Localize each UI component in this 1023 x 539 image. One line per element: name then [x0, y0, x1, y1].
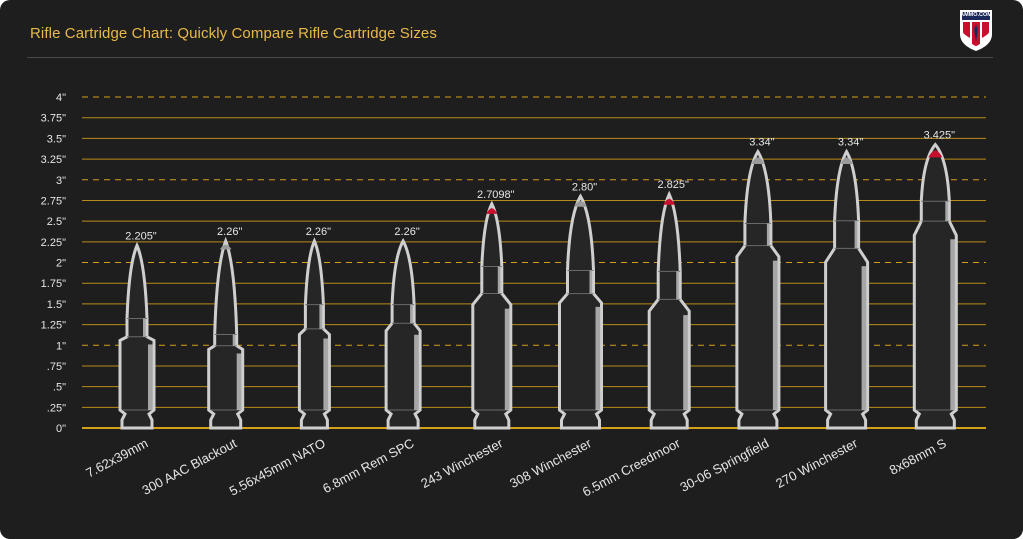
cartridge-outline: [912, 142, 958, 430]
cartridge-outline: [735, 148, 781, 430]
cartridge: [824, 148, 870, 430]
neck-highlight: [589, 270, 593, 294]
bullet-tip: [928, 150, 943, 158]
neck-highlight: [854, 220, 858, 249]
cartridge: [297, 237, 331, 430]
neck-highlight: [766, 223, 770, 246]
case-highlight: [236, 353, 242, 410]
case-highlight: [950, 239, 956, 410]
cartridge-outline: [297, 237, 331, 430]
category-label: 8x68mm S: [887, 435, 949, 478]
cartridge-outline: [558, 193, 603, 430]
value-label: 3.425": [924, 130, 956, 142]
category-label: 243 Winchester: [418, 435, 505, 491]
case-highlight: [323, 338, 329, 410]
bullet-tip: [840, 157, 853, 165]
neck-highlight: [945, 201, 949, 222]
neck-highlight: [232, 334, 236, 346]
case-highlight: [504, 308, 510, 410]
y-tick-label: 2": [56, 258, 66, 270]
bullet-tip: [751, 157, 765, 165]
value-label: 2.205": [125, 231, 157, 243]
value-label: 2.7098": [477, 189, 515, 201]
bullet-tip: [219, 244, 232, 250]
value-label: 2.26": [217, 226, 242, 238]
y-tick-label: 1.25": [41, 320, 66, 332]
bullet-tip: [486, 208, 498, 214]
y-tick-label: .5": [53, 382, 66, 394]
neck-highlight: [410, 304, 414, 324]
cartridge: [735, 148, 781, 430]
y-tick-label: 3.75": [41, 113, 66, 125]
value-label: 2.26": [394, 226, 419, 238]
cartridge: [558, 193, 603, 430]
bullet-tip: [573, 201, 588, 207]
category-label: 270 Winchester: [773, 435, 860, 491]
case-highlight: [595, 306, 601, 410]
y-tick-label: 2.75": [41, 195, 66, 207]
cartridge: [647, 190, 691, 430]
y-tick-label: 1.5": [47, 299, 66, 311]
cartridge-outline: [824, 148, 870, 430]
category-label: 300 AAC Blackout: [140, 435, 240, 498]
category-label: 6.8mm Rem SPC: [320, 435, 416, 496]
category-label: 30-06 Springfield: [677, 435, 771, 494]
case-highlight: [772, 260, 778, 410]
cartridge: [912, 142, 958, 430]
value-label: 3.34": [749, 137, 774, 149]
neck-highlight: [676, 271, 680, 300]
case-highlight: [861, 266, 867, 410]
y-tick-label: 4": [56, 92, 66, 104]
cartridge-outline: [647, 190, 691, 430]
y-tick-label: .25": [47, 402, 66, 414]
cartridge: [118, 241, 156, 430]
value-label: 2.26": [306, 226, 331, 238]
case-highlight: [148, 344, 153, 410]
neck-highlight: [319, 304, 323, 329]
case-highlight: [414, 334, 420, 410]
shield-icon: [960, 10, 992, 51]
ammo-logo: AMMO.COM: [958, 8, 994, 52]
category-label: 6.5mm Creedmoor: [580, 435, 683, 499]
cartridge-outline: [471, 200, 513, 430]
y-tick-label: 1": [56, 340, 66, 352]
category-label: 308 Winchester: [507, 435, 594, 491]
bullet-tip: [663, 198, 676, 205]
title-divider: [27, 57, 993, 58]
value-label: 2.80": [572, 181, 597, 193]
neck-highlight: [497, 266, 501, 294]
y-tick-label: 3": [56, 175, 66, 187]
y-tick-label: 2.5": [47, 216, 66, 228]
y-tick-label: 3.5": [47, 133, 66, 145]
neck-highlight: [143, 318, 146, 337]
cartridge: [384, 237, 422, 430]
value-label: 2.825": [657, 179, 689, 191]
cartridge: [471, 200, 513, 430]
case-highlight: [683, 315, 689, 410]
cartridge: [207, 236, 245, 430]
category-label: 7.62x39mm: [83, 435, 150, 480]
chart-title: Rifle Cartridge Chart: Quickly Compare R…: [30, 25, 437, 42]
logo-text: AMMO.COM: [960, 12, 992, 18]
y-tick-label: 3.25": [41, 154, 66, 166]
y-tick-label: 2.25": [41, 237, 66, 249]
y-tick-label: 0": [56, 423, 66, 435]
value-label: 3.34": [838, 137, 863, 149]
category-label: 5.56x45mm NATO: [227, 435, 328, 498]
y-tick-label: .75": [47, 361, 66, 373]
cartridge-outline: [384, 237, 422, 430]
y-tick-label: 1.75": [41, 278, 66, 290]
